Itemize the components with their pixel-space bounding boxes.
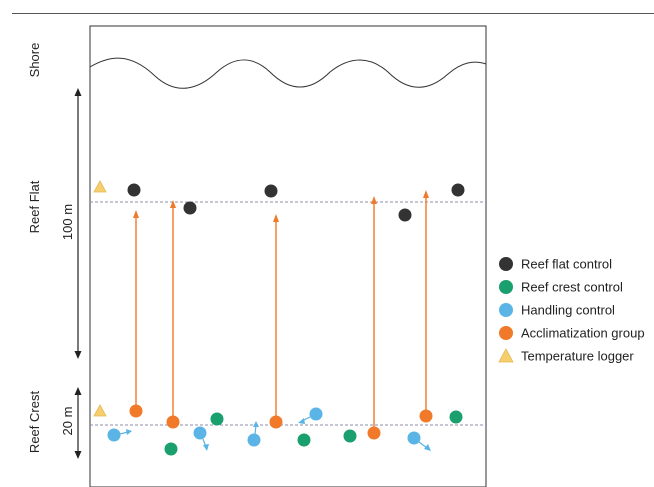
handling-control-marker bbox=[193, 426, 209, 451]
acclimatization-marker bbox=[419, 409, 433, 423]
legend-item-handling-control: Handling control bbox=[499, 303, 615, 318]
reef-crest-controls bbox=[164, 410, 463, 456]
reef-flat-control-marker bbox=[264, 184, 278, 198]
temperature-logger-icon bbox=[93, 180, 107, 193]
handling-control-marker bbox=[298, 407, 323, 424]
legend-item-reef-flat-control: Reef flat control bbox=[499, 257, 612, 272]
reef-flat-control-marker bbox=[451, 183, 465, 197]
handling-control-marker bbox=[107, 428, 132, 442]
legend-label: Reef crest control bbox=[521, 280, 623, 295]
reef-crest-control-marker bbox=[343, 429, 357, 443]
legend-item-reef-crest-control: Reef crest control bbox=[499, 280, 623, 295]
reef-flat-control-marker bbox=[398, 208, 412, 222]
acclimatization-marker bbox=[129, 404, 143, 418]
temperature-logger-icon bbox=[93, 404, 107, 417]
reef-crest-control-marker bbox=[449, 410, 463, 424]
acclimatization-marker bbox=[367, 426, 381, 440]
temperature-logger-icon bbox=[498, 348, 514, 363]
zone-label-reef-crest: Reef Crest bbox=[27, 391, 42, 454]
legend-label: Handling control bbox=[521, 303, 615, 318]
reef-flat-control-marker bbox=[183, 201, 197, 215]
legend-label: Reef flat control bbox=[521, 257, 612, 272]
legend-item-acclimatization-group: Acclimatization group bbox=[499, 326, 645, 341]
handling-control-icon bbox=[499, 303, 513, 317]
transplant-arrow bbox=[423, 190, 429, 411]
reef-crest-control-marker bbox=[297, 433, 311, 447]
transplant-arrow bbox=[170, 200, 176, 416]
handling-control-marker bbox=[407, 431, 431, 451]
acclimatization-marker bbox=[269, 415, 283, 429]
transplant-arrow bbox=[133, 210, 139, 405]
scale-arrow-20m bbox=[74, 387, 82, 459]
legend-label: Temperature logger bbox=[521, 349, 634, 364]
reef-flat-controls bbox=[127, 183, 465, 222]
transplant-arrow bbox=[273, 214, 279, 416]
handling-control-marker bbox=[247, 421, 261, 447]
reef-flat-control-marker bbox=[127, 183, 141, 197]
scale-label-100m: 100 m bbox=[60, 204, 75, 240]
study-area-frame bbox=[89, 25, 487, 487]
legend-label: Acclimatization group bbox=[521, 326, 645, 341]
reef-flat-control-icon bbox=[499, 257, 513, 271]
scale-arrow-100m bbox=[74, 88, 82, 359]
reef-crest-control-marker bbox=[164, 442, 178, 456]
legend: Reef flat control Reef crest control Han… bbox=[498, 257, 645, 364]
shoreline-wave bbox=[89, 57, 487, 89]
transplant-arrow bbox=[371, 196, 377, 428]
zone-label-shore: Shore bbox=[27, 43, 42, 78]
reef-crest-control-marker bbox=[210, 412, 224, 426]
acclimatization-group-icon bbox=[499, 326, 513, 340]
reef-crest-control-icon bbox=[499, 280, 513, 294]
scale-label-20m: 20 m bbox=[60, 407, 75, 436]
legend-item-temperature-logger: Temperature logger bbox=[498, 348, 634, 364]
zone-label-reef-flat: Reef Flat bbox=[27, 180, 42, 233]
acclimatization-marker bbox=[166, 415, 180, 429]
acclimatization-markers bbox=[129, 404, 433, 440]
